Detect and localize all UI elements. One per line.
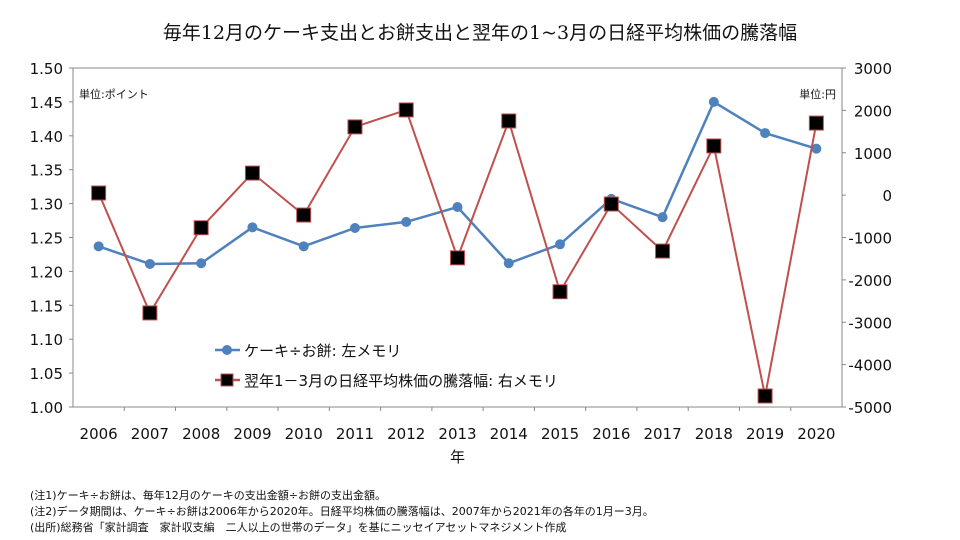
plot-area [72,67,843,408]
right-tick-label: -4000 [848,357,892,375]
x-tick-label: 2019 [746,425,784,443]
data-point-2008 [196,258,207,269]
x-tick-label: 2014 [490,425,528,443]
data-point-2015 [552,284,568,300]
data-point-2012 [401,216,412,227]
x-tick-label: 2020 [797,425,835,443]
x-tick-label: 2009 [233,425,271,443]
right-tick-label: -1000 [848,230,892,248]
footnotes: (注1)ケーキ÷お餅は、毎年12月のケーキの支出金額÷お餅の支出金額。 (注2)… [30,488,654,536]
data-point-2006 [93,241,104,252]
x-tick-label: 2015 [541,425,579,443]
x-tick-label: 2013 [438,425,476,443]
data-point-2013 [452,201,463,212]
data-point-2013 [450,250,465,266]
data-point-2006 [91,185,107,201]
left-tick-label: 1.50 [30,60,63,78]
data-point-2009 [244,165,260,181]
left-tick-label: 1.45 [30,94,63,112]
right-tick-label: 1000 [854,145,892,163]
x-tick-label: 2018 [695,425,733,443]
left-tick-label: 1.30 [30,196,63,214]
x-tick-label: 2011 [336,425,374,443]
note-2: (注2)データ期間は、ケーキ÷お餅は2006年から2020年。日経平均株価の騰落… [30,505,654,518]
left-unit-label: 単位:ポイント [79,87,149,101]
data-point-2014 [501,113,517,129]
data-point-2007 [142,305,158,321]
x-tick-label: 2012 [387,425,425,443]
data-point-2017 [655,243,671,259]
data-point-2011 [347,119,363,135]
x-tick-label: 2016 [592,425,630,443]
legend-label: 翌年1－3月の日経平均株価の騰落幅: 右メモリ [244,372,558,390]
left-tick-label: 1.05 [30,365,63,383]
note-1: (注1)ケーキ÷お餅は、毎年12月のケーキの支出金額÷お餅の支出金額。 [30,489,387,502]
legend-label: ケーキ÷お餅: 左メモリ [244,342,401,360]
data-point-2011 [349,223,360,234]
data-point-2018 [706,138,722,154]
left-tick-label: 1.40 [30,128,63,146]
data-point-2018 [708,96,719,107]
data-point-2020 [811,143,822,154]
x-tick-label: 2017 [643,425,681,443]
left-tick-label: 1.10 [30,331,63,349]
x-axis-label: 年 [450,448,465,466]
data-point-2009 [247,222,258,233]
data-point-2016 [603,196,619,212]
right-tick-label: -2000 [848,272,892,290]
legend-marker [222,345,232,355]
left-tick-label: 1.15 [30,297,63,315]
data-point-2019 [757,388,773,404]
x-tick-label: 2006 [80,425,118,443]
right-tick-label: 0 [882,187,892,205]
right-tick-label: -5000 [848,399,892,417]
series-line-left [98,100,817,266]
data-point-2020 [808,115,824,131]
data-point-2008 [193,220,209,236]
data-point-2017 [657,212,668,223]
legend-marker [220,373,234,387]
right-unit-label: 単位:円 [799,87,836,101]
right-tick-label: 3000 [854,60,892,78]
chart-svg: 1.00 1.05 1.10 1.15 1.20 1.25 1.30 1.35 1.40 1.45… [30,60,892,466]
x-tick-label: 2007 [131,425,169,443]
data-point-2015 [555,239,566,250]
right-tick-label: -3000 [848,314,892,332]
data-point-2019 [760,128,771,139]
right-tick-label: 2000 [854,102,892,120]
x-tick-label: 2008 [182,425,220,443]
chart-title: 毎年12月のケーキ支出とお餅支出と翌年の1~3月の日経平均株価の騰落幅 [162,22,798,44]
left-tick-label: 1.00 [30,399,63,417]
source-note: (出所)総務省「家計調査 家計収支編 二人以上の世帯のデータ」を基にニッセイアセ… [30,521,567,534]
data-point-2014 [503,258,514,269]
data-point-2010 [298,241,309,252]
data-point-2007 [144,258,155,269]
data-point-2010 [296,207,312,223]
data-point-2012 [398,102,414,118]
left-tick-label: 1.35 [30,162,63,180]
x-tick-label: 2010 [285,425,323,443]
left-tick-label: 1.20 [30,263,63,281]
left-tick-label: 1.25 [30,230,63,248]
